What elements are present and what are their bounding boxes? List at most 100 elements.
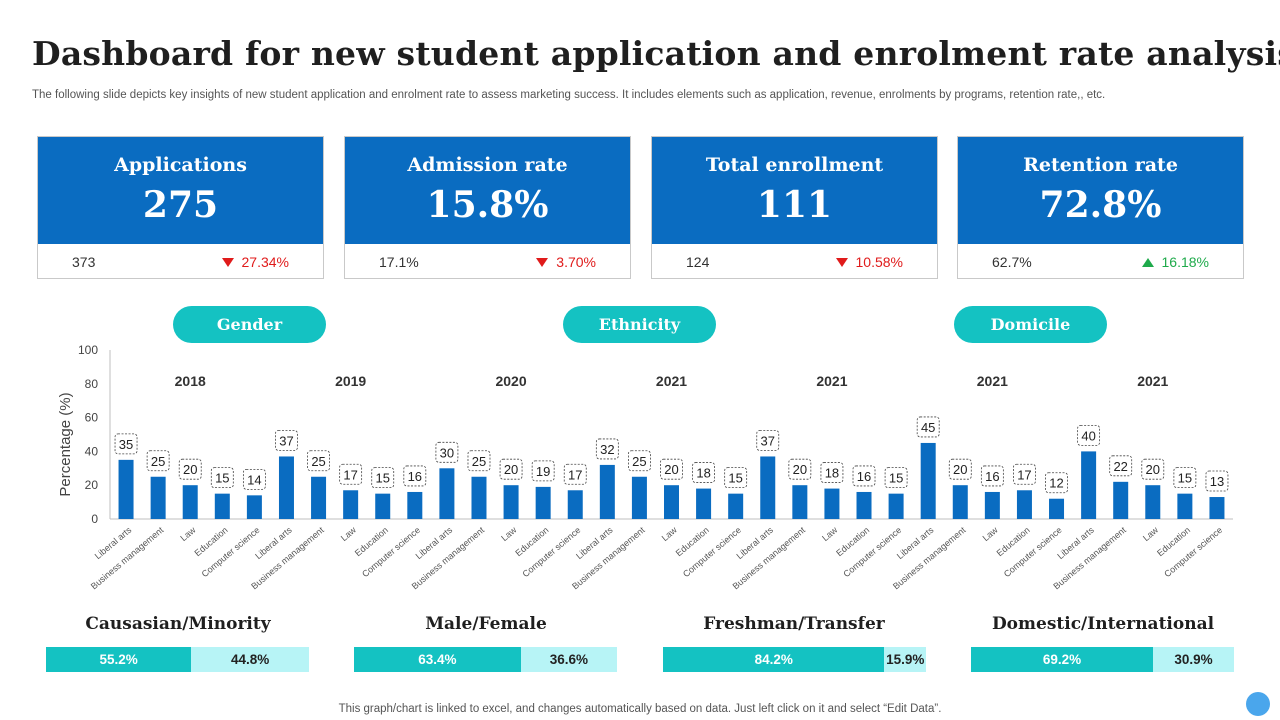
data-label: 35 <box>119 437 133 452</box>
x-tick-label: Computer science <box>1002 525 1064 579</box>
bar <box>632 477 647 519</box>
filter-gender-button[interactable]: Gender <box>173 306 326 343</box>
data-label: 19 <box>536 464 550 479</box>
kpi-change-value: 27.34% <box>242 254 289 270</box>
x-tick-label: Computer science <box>841 525 903 579</box>
triangle-down-icon <box>536 258 548 267</box>
split-segment-b: 36.6% <box>521 647 617 672</box>
data-label: 25 <box>311 454 325 469</box>
kpi-value: 72.8% <box>958 184 1243 226</box>
data-label: 16 <box>857 469 871 484</box>
x-tick-label: Law <box>660 525 679 544</box>
split-title-freshman-transfer: Freshman/Transfer <box>659 614 929 634</box>
kpi-header: Applications 275 <box>38 137 323 244</box>
data-label: 45 <box>921 420 935 435</box>
kpi-label: Applications <box>38 137 323 176</box>
kpi-change: 3.70% <box>536 254 596 270</box>
data-label: 16 <box>408 469 422 484</box>
y-tick-label: 100 <box>78 343 98 357</box>
bar <box>985 492 1000 519</box>
split-bar-domestic-international: 69.2% 30.9% <box>971 647 1234 672</box>
data-label: 20 <box>664 462 678 477</box>
data-label: 17 <box>568 467 582 482</box>
bar <box>504 485 519 519</box>
y-tick-label: 40 <box>85 444 99 458</box>
group-year-label: 2021 <box>816 373 847 389</box>
triangle-down-icon <box>222 258 234 267</box>
kpi-card-admission-rate: Admission rate 15.8% 17.1% 3.70% <box>344 136 631 279</box>
y-tick-label: 60 <box>85 411 99 425</box>
x-tick-label: Computer science <box>360 525 422 579</box>
x-tick-label: Law <box>1141 525 1160 544</box>
x-tick-label: Computer science <box>1162 525 1224 579</box>
bar <box>311 477 326 519</box>
kpi-value: 111 <box>652 184 937 226</box>
bar <box>664 485 679 519</box>
bar <box>1049 499 1064 519</box>
split-title-domestic-international: Domestic/International <box>968 614 1238 634</box>
bar <box>536 487 551 519</box>
kpi-change: 27.34% <box>222 254 289 270</box>
split-segment-b: 30.9% <box>1153 647 1234 672</box>
data-label: 17 <box>1017 467 1031 482</box>
group-year-label: 2020 <box>495 373 526 389</box>
data-label: 15 <box>375 471 389 486</box>
bar <box>792 485 807 519</box>
split-segment-a: 84.2% <box>663 647 884 672</box>
data-label: 20 <box>183 462 197 477</box>
filter-ethnicity-button[interactable]: Ethnicity <box>563 306 716 343</box>
bar <box>343 490 358 519</box>
kpi-previous-value: 373 <box>72 254 95 270</box>
kpi-header: Admission rate 15.8% <box>345 137 630 244</box>
y-tick-label: 0 <box>91 512 98 526</box>
kpi-header: Total enrollment 111 <box>652 137 937 244</box>
y-axis-title: Percentage (%) <box>57 392 74 496</box>
x-tick-label: Law <box>178 525 197 544</box>
kpi-footer: 373 27.34% <box>38 244 323 280</box>
footnote: This graph/chart is linked to excel, and… <box>0 703 1280 715</box>
data-label: 15 <box>215 471 229 486</box>
kpi-card-retention-rate: Retention rate 72.8% 62.7% 16.18% <box>957 136 1244 279</box>
bar <box>183 485 198 519</box>
bar <box>1113 482 1128 519</box>
bar <box>889 494 904 519</box>
data-label: 20 <box>953 462 967 477</box>
kpi-previous-value: 124 <box>686 254 709 270</box>
kpi-previous-value: 17.1% <box>379 254 419 270</box>
group-year-label: 2018 <box>175 373 206 389</box>
page-subtitle: The following slide depicts key insights… <box>32 89 1252 101</box>
bar <box>471 477 486 519</box>
data-label: 14 <box>247 472 261 487</box>
page-title: Dashboard for new student application an… <box>32 34 1280 73</box>
bar <box>1017 490 1032 519</box>
bar <box>375 494 390 519</box>
group-year-label: 2021 <box>977 373 1008 389</box>
data-label: 22 <box>1113 459 1127 474</box>
bar <box>279 456 294 519</box>
split-bar-freshman-transfer: 84.2% 15.9% <box>663 647 926 672</box>
filter-domicile-button[interactable]: Domicile <box>954 306 1107 343</box>
kpi-label: Admission rate <box>345 137 630 176</box>
bar <box>247 495 262 519</box>
bar <box>1145 485 1160 519</box>
kpi-value: 275 <box>38 184 323 226</box>
triangle-down-icon <box>836 258 848 267</box>
bar <box>119 460 134 519</box>
x-tick-label: Law <box>499 525 518 544</box>
data-label: 15 <box>889 471 903 486</box>
x-tick-label: Law <box>820 525 839 544</box>
data-label: 15 <box>728 471 742 486</box>
kpi-footer: 124 10.58% <box>652 244 937 280</box>
kpi-change-value: 16.18% <box>1162 254 1209 270</box>
enrolment-bar-chart: 020406080100Percentage (%)2018 2019 2020 20… <box>0 340 1280 605</box>
group-year-label: 2021 <box>1137 373 1168 389</box>
bar <box>1081 451 1096 519</box>
kpi-change-value: 10.58% <box>856 254 903 270</box>
kpi-card-applications: Applications 275 373 27.34% <box>37 136 324 279</box>
bar <box>824 489 839 519</box>
data-label: 30 <box>440 445 454 460</box>
kpi-change: 16.18% <box>1142 254 1209 270</box>
data-label: 25 <box>472 454 486 469</box>
y-tick-label: 80 <box>85 377 99 391</box>
kpi-value: 15.8% <box>345 184 630 226</box>
